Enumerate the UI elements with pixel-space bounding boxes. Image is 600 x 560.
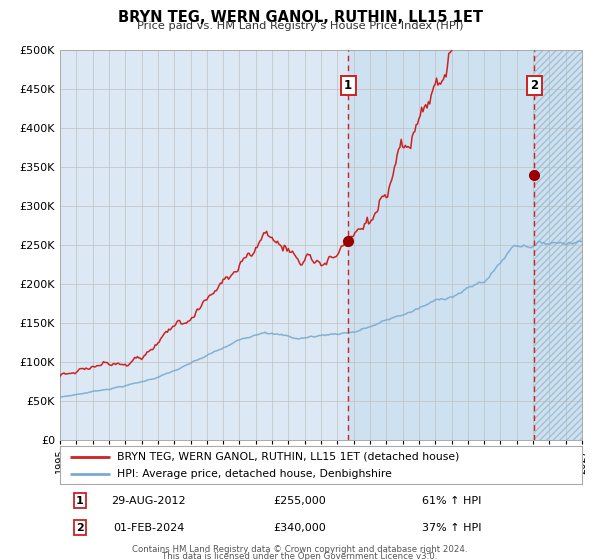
Text: 2: 2: [76, 522, 84, 533]
Text: HPI: Average price, detached house, Denbighshire: HPI: Average price, detached house, Denb…: [118, 469, 392, 479]
Text: 37% ↑ HPI: 37% ↑ HPI: [422, 522, 481, 533]
Text: Price paid vs. HM Land Registry’s House Price Index (HPI): Price paid vs. HM Land Registry’s House …: [137, 21, 463, 31]
Text: Contains HM Land Registry data © Crown copyright and database right 2024.: Contains HM Land Registry data © Crown c…: [132, 545, 468, 554]
Text: £255,000: £255,000: [274, 496, 326, 506]
Text: BRYN TEG, WERN GANOL, RUTHIN, LL15 1ET: BRYN TEG, WERN GANOL, RUTHIN, LL15 1ET: [118, 10, 482, 25]
Text: BRYN TEG, WERN GANOL, RUTHIN, LL15 1ET (detached house): BRYN TEG, WERN GANOL, RUTHIN, LL15 1ET (…: [118, 452, 460, 462]
Text: This data is licensed under the Open Government Licence v3.0.: This data is licensed under the Open Gov…: [163, 552, 437, 560]
Bar: [348, 50, 582, 440]
Text: 01-FEB-2024: 01-FEB-2024: [113, 522, 184, 533]
Text: £340,000: £340,000: [274, 522, 326, 533]
Text: 1: 1: [344, 79, 352, 92]
Text: 2: 2: [530, 79, 538, 92]
Text: 1: 1: [76, 496, 84, 506]
Text: 61% ↑ HPI: 61% ↑ HPI: [422, 496, 481, 506]
Bar: [535, 50, 582, 440]
Text: 29-AUG-2012: 29-AUG-2012: [112, 496, 186, 506]
